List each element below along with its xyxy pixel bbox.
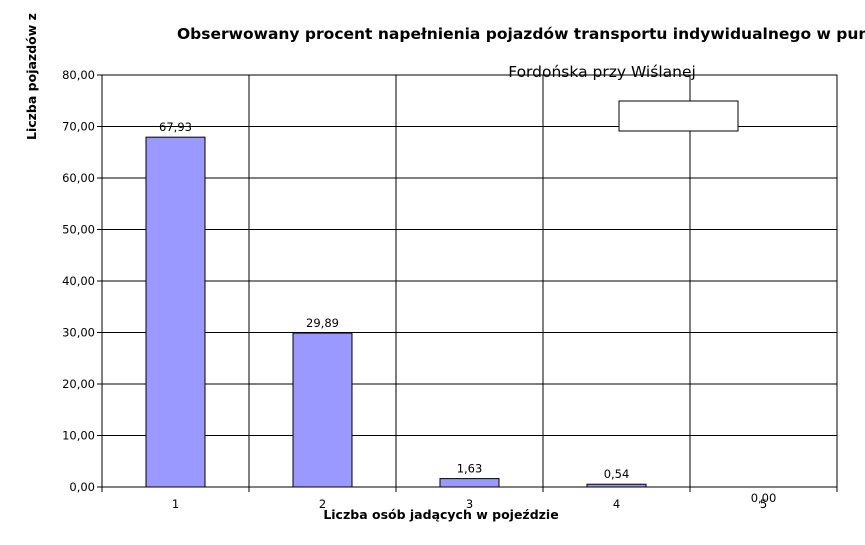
y-tick-label: 60,00 xyxy=(62,171,95,185)
x-tick-label: 4 xyxy=(613,497,620,511)
bar xyxy=(439,478,500,488)
data-label: 0,54 xyxy=(604,467,630,481)
y-tick-label: 80,00 xyxy=(62,68,95,82)
x-tick-label: 3 xyxy=(466,497,473,511)
data-label: 29,89 xyxy=(306,316,339,330)
data-label: 67,93 xyxy=(159,120,192,134)
x-axis-label: Liczba osób jadących w pojeździe xyxy=(323,507,558,522)
legend-box xyxy=(618,100,739,132)
data-label: 1,63 xyxy=(457,462,483,476)
bar xyxy=(292,332,353,488)
y-tick-label: 50,00 xyxy=(62,223,95,237)
y-tick-label: 70,00 xyxy=(62,120,95,134)
x-tick-label: 5 xyxy=(760,497,767,511)
y-tick-label: 10,00 xyxy=(62,429,95,443)
data-label: 0,00 xyxy=(751,491,777,505)
y-axis-label: Liczba pojazdów z xyxy=(24,13,39,140)
y-tick-label: 20,00 xyxy=(62,377,95,391)
gridlines xyxy=(101,74,838,488)
y-tick-label: 0,00 xyxy=(69,480,95,494)
data-labels: 67,93 29,89 1,63 0,54 0,00 xyxy=(159,120,776,505)
y-tick-label: 40,00 xyxy=(62,274,95,288)
chart-subtitle: Fordońska przy Wiślanej xyxy=(508,63,696,81)
bar xyxy=(586,483,647,488)
chart-title: Obserwowany procent napełnienia pojazdów… xyxy=(177,25,865,43)
x-tick-label: 1 xyxy=(172,497,179,511)
bar xyxy=(145,136,206,488)
ticks: 0,0010,0020,0030,0040,0050,0060,0070,008… xyxy=(62,68,838,511)
bars xyxy=(145,136,647,488)
x-tick-label: 2 xyxy=(319,497,326,511)
y-tick-label: 30,00 xyxy=(62,326,95,340)
